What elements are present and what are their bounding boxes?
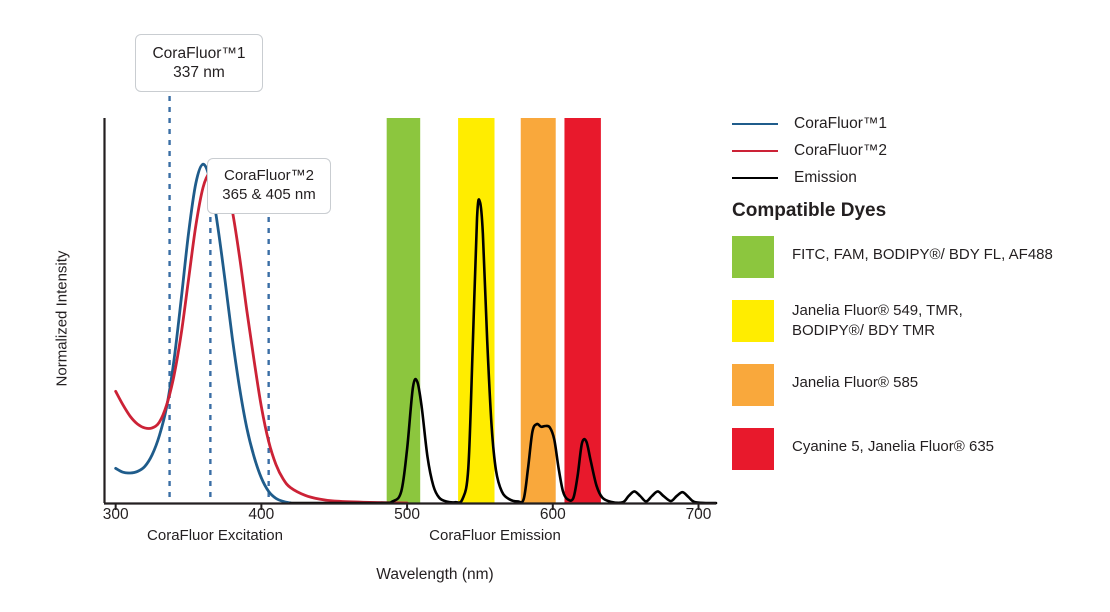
dye-color-swatch <box>732 428 774 470</box>
green-band <box>386 118 421 503</box>
emission-region-label: CoraFluor Emission <box>429 527 561 544</box>
callout-cf2-line1: CoraFluor™2 <box>223 167 315 185</box>
dye-color-swatch <box>732 364 774 406</box>
yellow-band <box>458 118 495 503</box>
excitation-region-label: CoraFluor Excitation <box>147 527 283 544</box>
callout-cf2-line2: 365 & 405 nm <box>222 186 316 203</box>
dye-item-2: Janelia Fluor® 585 <box>732 364 1104 406</box>
legend-item-label: CoraFluor™1 <box>794 114 888 132</box>
series-legend: CoraFluor™1 CoraFluor™2 Emission <box>732 110 1102 191</box>
dye-item-3: Cyanine 5, Janelia Fluor® 635 <box>732 428 1104 470</box>
x-axis-ticks <box>114 503 700 510</box>
dye-bands-group <box>386 118 601 503</box>
compatible-dyes-list: FITC, FAM, BODIPY®/ BDY FL, AF488 Janelia… <box>732 236 1104 492</box>
dye-color-swatch <box>732 300 774 342</box>
dye-color-swatch <box>732 236 774 278</box>
legend-item-0: CoraFluor™1 <box>732 110 1102 137</box>
legend-line-swatch <box>732 149 778 152</box>
orange-band <box>520 118 556 503</box>
x-tick-label-300: 300 <box>102 506 129 523</box>
callout-cf1-line2: 337 nm <box>173 64 225 81</box>
x-tick-label-400: 400 <box>248 506 275 523</box>
callout-corafluor1: CoraFluor™1 337 nm <box>135 34 263 92</box>
x-tick-label-600: 600 <box>539 506 566 523</box>
callout-corafluor2: CoraFluor™2 365 & 405 nm <box>207 158 331 214</box>
legend-line-swatch <box>732 122 778 125</box>
x-tick-label-500: 500 <box>394 506 421 523</box>
callout-cf1-line1: CoraFluor™1 <box>152 44 246 62</box>
legend-item-2: Emission <box>732 164 1102 191</box>
compatible-dyes-title: Compatible Dyes <box>732 200 887 221</box>
x-axis-title: Wavelength (nm) <box>376 566 494 583</box>
dye-item-label: Cyanine 5, Janelia Fluor® 635 <box>792 438 995 455</box>
curve-corafluor2 <box>114 166 409 505</box>
y-axis-title: Normalized Intensity <box>53 250 71 387</box>
plot-axes <box>103 118 716 510</box>
legend-line-swatch <box>732 176 778 179</box>
curve-emission <box>289 198 718 505</box>
legend-item-1: CoraFluor™2 <box>732 137 1102 164</box>
excitation-marker-lines <box>168 85 270 503</box>
curve-corafluor1 <box>114 162 292 505</box>
legend-item-label: CoraFluor™2 <box>794 141 888 159</box>
dye-item-0: FITC, FAM, BODIPY®/ BDY FL, AF488 <box>732 236 1104 278</box>
x-tick-label-700: 700 <box>685 506 712 523</box>
dye-item-1: Janelia Fluor® 549, TMR, BODIPY®/ BDY TM… <box>732 300 1104 342</box>
dye-item-label: Janelia Fluor® 585 <box>792 374 919 391</box>
dye-item-label: FITC, FAM, BODIPY®/ BDY FL, AF488 <box>792 246 1053 263</box>
dye-item-label: Janelia Fluor® 549, TMR, BODIPY®/ BDY TM… <box>792 302 963 340</box>
legend-item-label: Emission <box>794 168 857 186</box>
